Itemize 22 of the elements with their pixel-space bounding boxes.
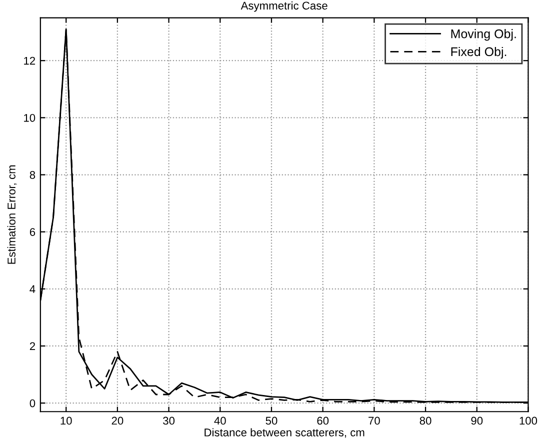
- x-axis-title: Distance between scatterers, cm: [204, 428, 364, 438]
- y-tick-label: 4: [30, 285, 36, 293]
- x-tick-label: 50: [266, 416, 278, 425]
- x-tick-label: 20: [112, 416, 124, 425]
- x-tick-label: 30: [163, 416, 175, 425]
- x-tick-label: 70: [368, 416, 380, 425]
- x-tick-label: 10: [60, 416, 72, 425]
- y-tick-label: 2: [30, 342, 36, 350]
- x-tick-label: 100: [520, 416, 538, 425]
- x-tick-label: 40: [214, 416, 226, 425]
- legend-label: Moving Obj.: [451, 29, 516, 41]
- x-tick-label: 90: [471, 416, 483, 425]
- chart-title: Asymmetric Case: [240, 1, 328, 12]
- y-tick-label: 6: [30, 228, 36, 236]
- y-tick-label: 12: [24, 56, 36, 65]
- legend-label: Fixed Obj.: [451, 46, 506, 59]
- y-axis-title: Estimation Error, cm: [7, 165, 17, 264]
- y-tick-label: 8: [30, 171, 36, 179]
- y-tick-label: 10: [24, 114, 36, 122]
- y-tick-label: 0: [30, 399, 36, 408]
- x-tick-label: 80: [420, 416, 432, 425]
- x-tick-label: 60: [317, 416, 329, 425]
